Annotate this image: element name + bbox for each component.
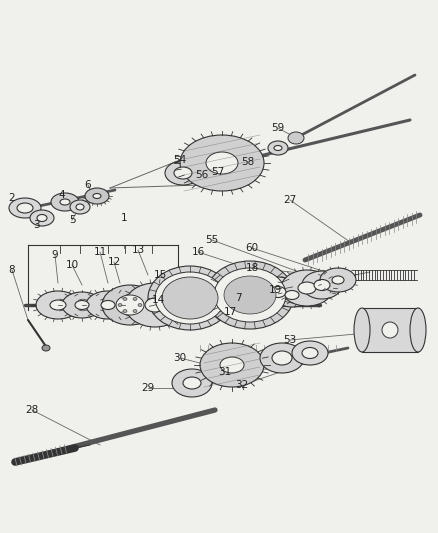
Ellipse shape	[174, 167, 192, 179]
Ellipse shape	[148, 266, 232, 330]
Ellipse shape	[93, 193, 101, 198]
Text: 3: 3	[33, 220, 39, 230]
Ellipse shape	[314, 279, 330, 290]
Ellipse shape	[42, 345, 50, 351]
Ellipse shape	[133, 310, 137, 312]
Ellipse shape	[51, 193, 79, 211]
Ellipse shape	[62, 292, 102, 318]
Ellipse shape	[17, 203, 33, 213]
Ellipse shape	[272, 351, 292, 365]
Ellipse shape	[101, 301, 115, 310]
Ellipse shape	[198, 284, 246, 316]
Ellipse shape	[206, 152, 238, 174]
Ellipse shape	[270, 287, 286, 297]
Text: 7: 7	[235, 293, 241, 303]
Text: 2: 2	[9, 193, 15, 203]
Text: 31: 31	[219, 367, 232, 377]
Ellipse shape	[172, 369, 212, 397]
Text: 56: 56	[195, 170, 208, 180]
Text: 17: 17	[223, 307, 237, 317]
Ellipse shape	[133, 297, 137, 301]
Ellipse shape	[410, 308, 426, 352]
Text: 19: 19	[268, 285, 282, 295]
Ellipse shape	[281, 270, 333, 306]
Ellipse shape	[30, 210, 54, 226]
Text: 14: 14	[152, 295, 165, 305]
Ellipse shape	[302, 271, 342, 299]
Text: 57: 57	[212, 167, 225, 177]
Text: 12: 12	[107, 257, 120, 267]
Text: 18: 18	[245, 263, 258, 273]
Ellipse shape	[102, 285, 158, 325]
Ellipse shape	[220, 357, 244, 373]
Ellipse shape	[75, 301, 89, 310]
Text: 11: 11	[93, 247, 106, 257]
Ellipse shape	[50, 300, 66, 310]
Text: 5: 5	[69, 215, 75, 225]
Text: 59: 59	[272, 123, 285, 133]
Ellipse shape	[123, 297, 127, 301]
Ellipse shape	[274, 283, 310, 307]
Ellipse shape	[354, 308, 370, 352]
Text: 27: 27	[283, 195, 297, 205]
Text: 1: 1	[121, 213, 127, 223]
Ellipse shape	[332, 276, 344, 284]
Ellipse shape	[183, 377, 201, 389]
Text: 16: 16	[191, 247, 205, 257]
Text: 9: 9	[52, 250, 58, 260]
Ellipse shape	[37, 214, 47, 222]
Ellipse shape	[180, 135, 264, 191]
Ellipse shape	[86, 291, 130, 319]
Ellipse shape	[116, 295, 144, 315]
Text: 6: 6	[85, 180, 91, 190]
Text: 8: 8	[9, 265, 15, 275]
Ellipse shape	[76, 204, 84, 210]
Ellipse shape	[155, 272, 225, 324]
Text: 60: 60	[245, 243, 258, 253]
Ellipse shape	[382, 322, 398, 338]
Text: 55: 55	[205, 235, 219, 245]
Ellipse shape	[285, 290, 299, 300]
Ellipse shape	[9, 198, 41, 218]
Text: 29: 29	[141, 383, 155, 393]
Ellipse shape	[70, 200, 90, 214]
Ellipse shape	[274, 146, 282, 150]
Text: 54: 54	[173, 155, 187, 165]
Text: 4: 4	[59, 190, 65, 200]
Ellipse shape	[145, 298, 165, 312]
Ellipse shape	[288, 132, 304, 144]
Ellipse shape	[85, 188, 109, 204]
Ellipse shape	[118, 303, 122, 306]
Ellipse shape	[298, 282, 316, 294]
Ellipse shape	[200, 343, 264, 387]
Ellipse shape	[125, 283, 185, 327]
Ellipse shape	[165, 161, 201, 185]
Text: 28: 28	[25, 405, 39, 415]
Ellipse shape	[302, 348, 318, 359]
Text: 10: 10	[65, 260, 78, 270]
Text: 13: 13	[131, 245, 145, 255]
Ellipse shape	[320, 268, 356, 292]
Ellipse shape	[260, 343, 304, 373]
Ellipse shape	[224, 276, 276, 314]
Ellipse shape	[213, 294, 231, 306]
Ellipse shape	[256, 277, 300, 307]
Ellipse shape	[206, 261, 294, 329]
Bar	[362, 308, 418, 352]
Text: 15: 15	[153, 270, 166, 280]
Text: 53: 53	[283, 335, 297, 345]
Ellipse shape	[162, 277, 218, 319]
Ellipse shape	[292, 341, 328, 365]
Ellipse shape	[60, 199, 70, 205]
Ellipse shape	[36, 291, 80, 319]
Text: 58: 58	[241, 157, 254, 167]
Ellipse shape	[138, 303, 142, 306]
Ellipse shape	[268, 141, 288, 155]
Ellipse shape	[214, 268, 286, 322]
Text: 32: 32	[235, 380, 249, 390]
Ellipse shape	[123, 310, 127, 312]
Text: 30: 30	[173, 353, 187, 363]
